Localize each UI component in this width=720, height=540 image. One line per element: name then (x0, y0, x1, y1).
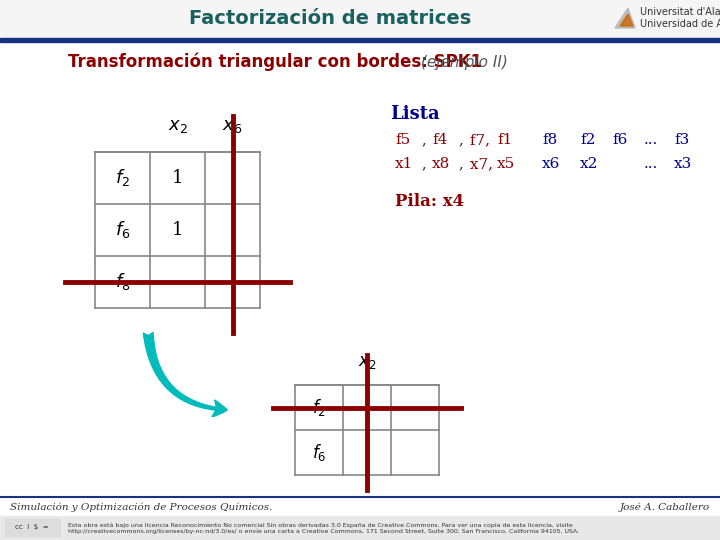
Text: Simulación y Optimización de Procesos Químicos.: Simulación y Optimización de Procesos Qu… (10, 502, 272, 511)
Text: f7,: f7, (465, 133, 490, 147)
Text: f8: f8 (542, 133, 557, 147)
Text: $x_2$: $x_2$ (358, 354, 377, 371)
Text: $x_2$: $x_2$ (168, 117, 187, 135)
Text: $f_6$: $f_6$ (312, 442, 326, 463)
Text: $f_2$: $f_2$ (312, 397, 326, 418)
Text: Factorización de matrices: Factorización de matrices (189, 10, 471, 29)
Polygon shape (620, 14, 633, 26)
Text: Universidad de Alicante: Universidad de Alicante (640, 19, 720, 29)
Text: x3: x3 (674, 157, 692, 171)
Text: $f_8$: $f_8$ (114, 272, 130, 293)
Text: x6: x6 (542, 157, 560, 171)
Text: f6: f6 (612, 133, 627, 147)
Text: Transformación triangular con bordes: SPK1: Transformación triangular con bordes: SP… (68, 53, 482, 71)
Text: Lista: Lista (390, 105, 440, 123)
Text: ...: ... (644, 157, 658, 171)
Bar (0, 38, 720, 42)
Text: x2: x2 (580, 157, 598, 171)
Text: x7,: x7, (465, 157, 493, 171)
Text: x8: x8 (432, 157, 450, 171)
Text: Esta obra está bajo una licencia Reconocimiento No comercial Sin obras derivadas: Esta obra está bajo una licencia Reconoc… (68, 522, 579, 534)
Text: f4: f4 (432, 133, 447, 147)
Text: ,: , (417, 157, 427, 171)
Text: f2: f2 (580, 133, 595, 147)
Text: 1: 1 (172, 221, 184, 239)
Polygon shape (615, 8, 635, 28)
Bar (5, 519, 60, 536)
Text: x5: x5 (497, 157, 516, 171)
Bar (0, 0, 720, 38)
Bar (0, 516, 720, 540)
Text: (ejemplo II): (ejemplo II) (416, 55, 508, 70)
Text: x1: x1 (395, 157, 413, 171)
Text: Universitat d'Alacant: Universitat d'Alacant (640, 7, 720, 17)
Text: José A. Caballero: José A. Caballero (620, 502, 710, 511)
Text: ,: , (454, 133, 464, 147)
Text: $f_2$: $f_2$ (115, 167, 130, 188)
Text: ,: , (454, 157, 464, 171)
Text: ...: ... (644, 133, 658, 147)
Text: ,: , (417, 133, 427, 147)
Text: $f_6$: $f_6$ (114, 219, 130, 240)
Text: 1: 1 (172, 169, 184, 187)
Text: f5: f5 (395, 133, 410, 147)
Text: cc  i  $  =: cc i $ = (15, 524, 49, 530)
Text: $x_6$: $x_6$ (222, 117, 243, 135)
Text: f3: f3 (674, 133, 689, 147)
Text: f1: f1 (497, 133, 513, 147)
FancyArrowPatch shape (143, 332, 228, 416)
Text: Pila: x4: Pila: x4 (395, 193, 464, 210)
